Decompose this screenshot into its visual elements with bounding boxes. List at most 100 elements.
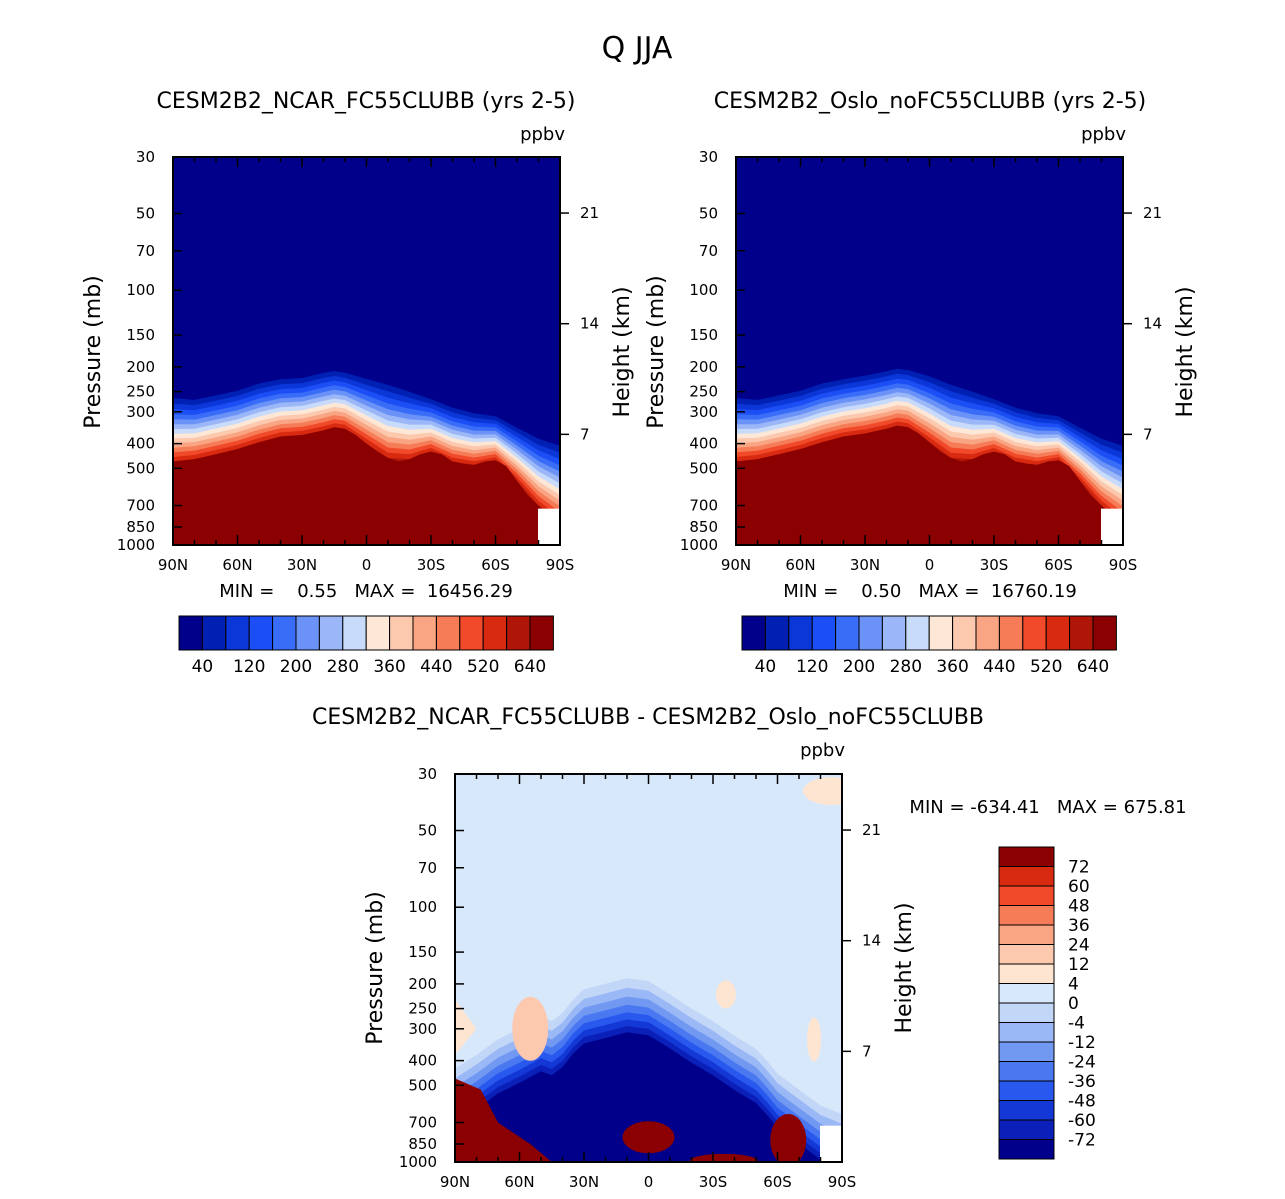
positive-anomaly-blob: [807, 1017, 822, 1062]
colorbar-swatch: [998, 1080, 1055, 1101]
x-tick-label: 0: [644, 1173, 654, 1191]
colorbar-swatch: [928, 615, 954, 651]
panel-diff-units: ppbv: [800, 740, 845, 761]
colorbar-label: 120: [233, 657, 265, 677]
colorbar-label: 200: [843, 657, 875, 677]
y-tick-label: 500: [126, 459, 155, 477]
y-tick-label: 30: [136, 148, 155, 166]
colorbar-swatch: [506, 615, 531, 651]
positive-anomaly-blob: [803, 777, 842, 806]
colorbar-swatch: [835, 615, 860, 651]
contour-fill-group: [736, 157, 1123, 545]
y-tick-label: 200: [408, 975, 437, 993]
y-tick-label: 30: [418, 765, 437, 783]
x-tick-label: 0: [362, 556, 372, 574]
contour-moist-core: [736, 425, 1123, 545]
colorbar-swatch: [858, 615, 883, 651]
colorbar-label: 520: [1030, 657, 1062, 677]
y-tick-label: 500: [408, 1076, 437, 1094]
panel-diff: CESM2B2_NCAR_FC55CLUBB - CESM2B2_Oslo_no…: [312, 705, 1187, 1191]
contour-fill-group: [173, 157, 560, 545]
positive-anomaly-blob: [689, 1153, 758, 1162]
x-tick-label: 30S: [699, 1173, 728, 1191]
x-tick-label: 90N: [440, 1173, 470, 1191]
x-tick-label: 60S: [763, 1173, 792, 1191]
y-tick-label: 250: [689, 383, 718, 401]
colorbar-label: 40: [755, 657, 777, 677]
y-tick-label: 200: [689, 358, 718, 376]
y-right-tick-label: 14: [580, 315, 599, 333]
missing-data-patch: [820, 1125, 842, 1162]
panel-diff-ylabel: Pressure (mb): [363, 891, 388, 1045]
colorbar-swatch: [529, 615, 554, 651]
colorbar-swatch: [881, 615, 907, 651]
contour-band: [455, 1032, 842, 1162]
colorbar-label: 4: [1068, 975, 1079, 995]
x-tick-label: 60S: [481, 556, 510, 574]
panel-ncar: CESM2B2_NCAR_FC55CLUBB (yrs 2-5) ppbv Pr…: [81, 89, 635, 677]
colorbar-swatch: [1092, 615, 1117, 651]
x-tick-label: 30S: [417, 556, 446, 574]
colorbar-swatch: [952, 615, 977, 651]
colorbar-label: 640: [1077, 657, 1109, 677]
panel-oslo-ylabel: Pressure (mb): [644, 275, 669, 429]
colorbar-label: -36: [1068, 1072, 1096, 1092]
y-tick-label: 250: [126, 383, 155, 401]
y-tick-label: 200: [126, 358, 155, 376]
colorbar-swatch: [998, 1061, 1055, 1082]
colorbar-swatch: [1045, 615, 1071, 651]
colorbar-swatch: [811, 615, 837, 651]
y-tick-label: 1000: [399, 1153, 437, 1171]
colorbar-swatch: [318, 615, 344, 651]
y-tick-label: 300: [126, 403, 155, 421]
y-tick-label: 70: [699, 242, 718, 260]
x-tick-label: 90S: [828, 1173, 857, 1191]
x-tick-label: 90N: [721, 556, 751, 574]
y-right-tick-label: 7: [580, 425, 590, 443]
positive-anomaly-blob: [455, 999, 477, 1055]
y-tick-label: 150: [126, 326, 155, 344]
y-tick-label: 700: [126, 497, 155, 515]
colorbar-label: 48: [1068, 897, 1090, 917]
colorbar-swatch: [342, 615, 367, 651]
y-right-tick-label: 21: [1143, 204, 1162, 222]
colorbar-swatch: [998, 846, 1055, 867]
panel-diff-ylabel-right: Height (km): [892, 902, 917, 1033]
x-tick-label: 60S: [1044, 556, 1073, 574]
colorbar-swatch: [272, 615, 297, 651]
y-right-tick-label: 21: [580, 204, 599, 222]
y-tick-label: 100: [126, 281, 155, 299]
colorbar-label: 72: [1068, 858, 1090, 878]
y-right-tick-label: 14: [862, 932, 881, 950]
y-tick-label: 150: [408, 943, 437, 961]
panel-ncar-colorbar: 40 120 200 280 360 440 520 640: [178, 615, 554, 677]
colorbar-label: 280: [327, 657, 359, 677]
missing-data-patch: [1101, 508, 1123, 545]
panel-ncar-units: ppbv: [520, 124, 565, 145]
colorbar-label: -48: [1068, 1092, 1096, 1112]
colorbar-swatch: [1022, 615, 1047, 651]
colorbar-swatch: [459, 615, 484, 651]
colorbar-swatch: [998, 866, 1055, 887]
y-tick-label: 850: [126, 518, 155, 536]
colorbar-swatch: [764, 615, 790, 651]
colorbar-label: 12: [1068, 955, 1090, 975]
x-tick-label: 30N: [569, 1173, 599, 1191]
x-tick-label: 60N: [504, 1173, 534, 1191]
colorbar-label: 440: [983, 657, 1015, 677]
y-tick-label: 70: [418, 859, 437, 877]
colorbar-swatch: [389, 615, 414, 651]
colorbar-swatch: [741, 615, 766, 651]
panel-oslo: CESM2B2_Oslo_noFC55CLUBB (yrs 2-5) ppbv …: [644, 89, 1198, 677]
colorbar-label: -4: [1068, 1014, 1085, 1034]
x-tick-label: 30S: [980, 556, 1009, 574]
colorbar-label: 24: [1068, 936, 1090, 956]
y-right-tick-label: 21: [862, 821, 881, 839]
colorbar-swatch: [998, 885, 1055, 906]
y-tick-label: 1000: [117, 536, 155, 554]
colorbar-swatch: [295, 615, 320, 651]
positive-anomaly-blob: [715, 980, 736, 1009]
colorbar-label: -24: [1068, 1053, 1096, 1073]
